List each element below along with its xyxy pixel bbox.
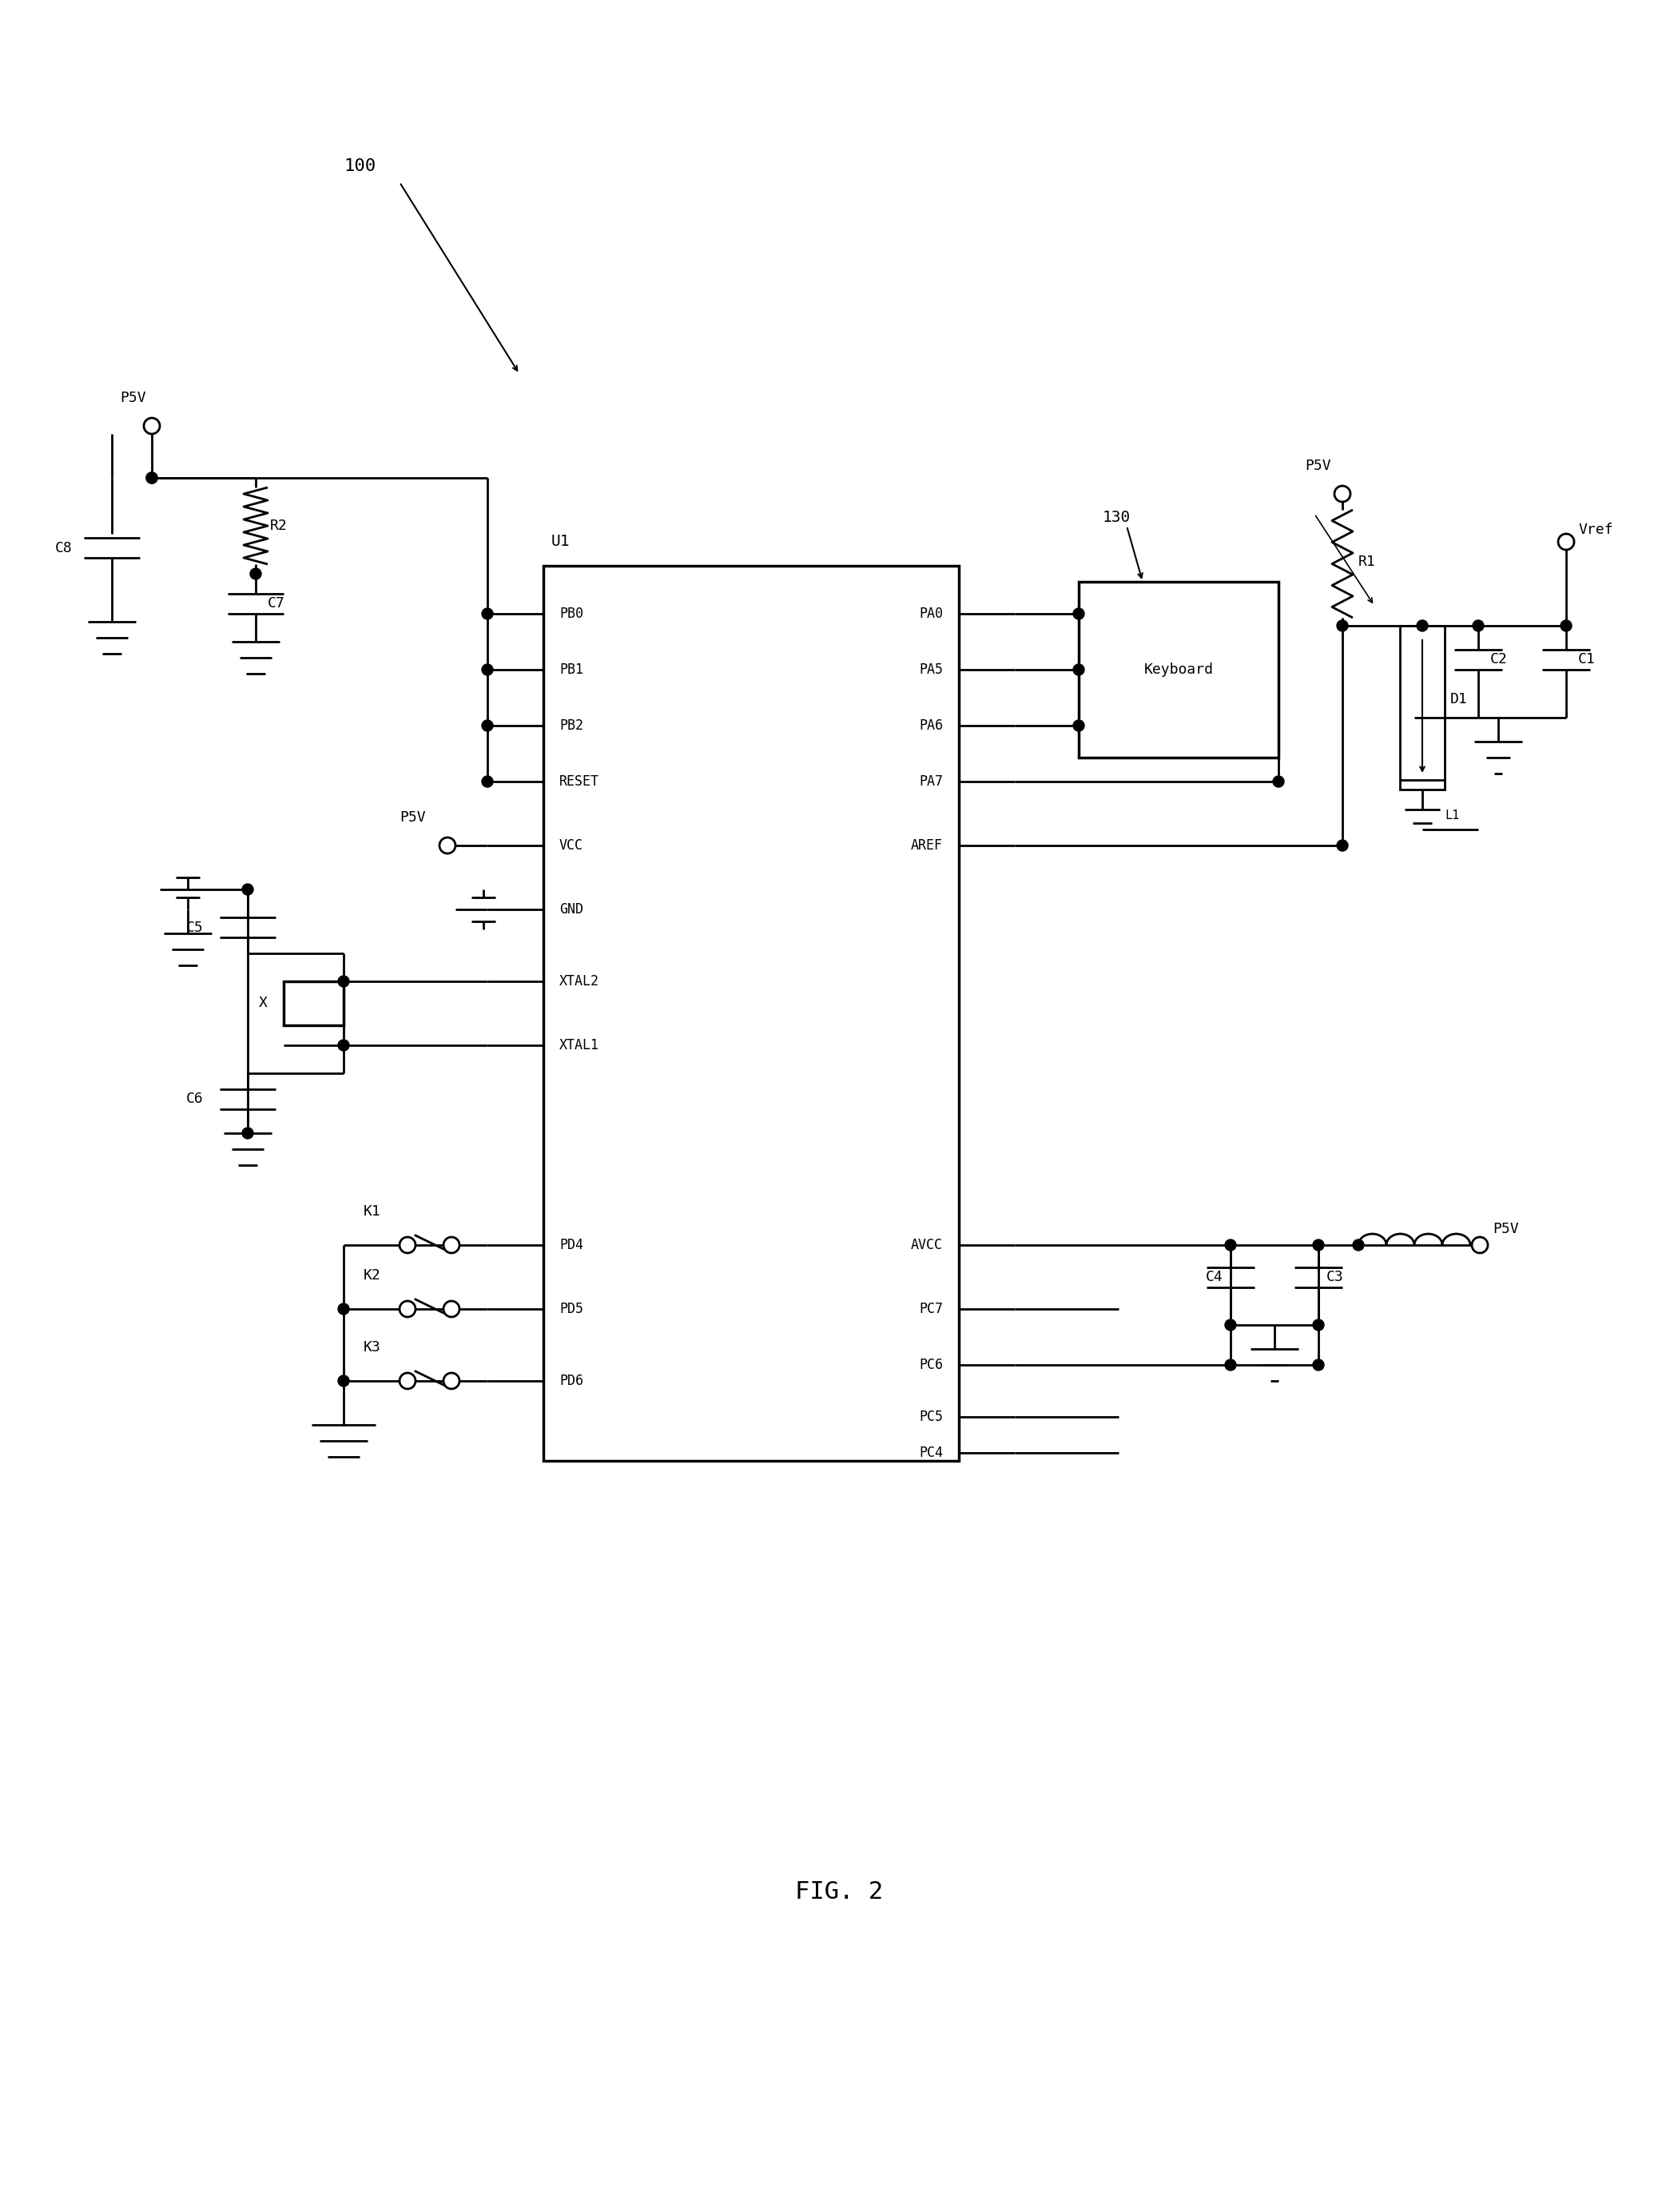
Circle shape bbox=[1312, 1360, 1324, 1371]
Circle shape bbox=[1561, 619, 1572, 630]
Circle shape bbox=[337, 1040, 349, 1051]
Text: FIG. 2: FIG. 2 bbox=[795, 1880, 883, 1905]
Text: C5: C5 bbox=[186, 920, 203, 936]
Circle shape bbox=[146, 473, 158, 484]
Text: PD5: PD5 bbox=[559, 1303, 584, 1316]
Bar bbox=[544, 566, 958, 1460]
Circle shape bbox=[1074, 608, 1084, 619]
Text: P5V: P5V bbox=[1305, 458, 1331, 473]
Text: GND: GND bbox=[559, 902, 584, 916]
Circle shape bbox=[443, 1374, 460, 1389]
Text: C8: C8 bbox=[54, 542, 72, 555]
Text: AREF: AREF bbox=[911, 838, 943, 852]
Text: R2: R2 bbox=[270, 518, 287, 533]
Text: AVCC: AVCC bbox=[911, 1239, 943, 1252]
Text: U1: U1 bbox=[552, 535, 571, 549]
Text: 100: 100 bbox=[344, 159, 376, 175]
Text: P5V: P5V bbox=[119, 392, 146, 405]
Circle shape bbox=[1334, 487, 1351, 502]
Circle shape bbox=[1225, 1318, 1237, 1332]
Text: C3: C3 bbox=[1326, 1270, 1344, 1285]
Text: PB1: PB1 bbox=[559, 661, 584, 677]
Circle shape bbox=[1312, 1239, 1324, 1250]
Text: P5V: P5V bbox=[1493, 1221, 1519, 1237]
Circle shape bbox=[250, 568, 262, 580]
Circle shape bbox=[337, 1303, 349, 1314]
Circle shape bbox=[1472, 1237, 1488, 1252]
Circle shape bbox=[1559, 533, 1574, 551]
Text: PD6: PD6 bbox=[559, 1374, 584, 1389]
Circle shape bbox=[337, 1376, 349, 1387]
Text: PC4: PC4 bbox=[920, 1447, 943, 1460]
Text: K1: K1 bbox=[364, 1203, 381, 1219]
Circle shape bbox=[482, 608, 493, 619]
Text: PC7: PC7 bbox=[920, 1303, 943, 1316]
Text: Keyboard: Keyboard bbox=[1144, 661, 1213, 677]
Circle shape bbox=[1473, 619, 1483, 630]
Text: C6: C6 bbox=[186, 1091, 203, 1106]
Text: 130: 130 bbox=[1102, 511, 1131, 526]
Text: PC5: PC5 bbox=[920, 1409, 943, 1425]
Text: Vref: Vref bbox=[1577, 522, 1613, 538]
Circle shape bbox=[144, 418, 159, 434]
Text: PB0: PB0 bbox=[559, 606, 584, 622]
Text: PA5: PA5 bbox=[920, 661, 943, 677]
Circle shape bbox=[399, 1237, 416, 1252]
Text: P5V: P5V bbox=[399, 810, 426, 825]
Circle shape bbox=[1225, 1360, 1237, 1371]
Text: RESET: RESET bbox=[559, 774, 599, 790]
Circle shape bbox=[242, 1128, 253, 1139]
Text: PA6: PA6 bbox=[920, 719, 943, 732]
Circle shape bbox=[1225, 1239, 1237, 1250]
Circle shape bbox=[337, 975, 349, 987]
Circle shape bbox=[443, 1301, 460, 1316]
Bar bbox=[1399, 626, 1445, 790]
Circle shape bbox=[1352, 1239, 1364, 1250]
Circle shape bbox=[146, 473, 158, 484]
Text: XTAL1: XTAL1 bbox=[559, 1037, 599, 1053]
Circle shape bbox=[1337, 619, 1347, 630]
Circle shape bbox=[1416, 619, 1428, 630]
Circle shape bbox=[482, 721, 493, 732]
Text: PA0: PA0 bbox=[920, 606, 943, 622]
Text: K2: K2 bbox=[364, 1267, 381, 1283]
Circle shape bbox=[482, 664, 493, 675]
Text: PB2: PB2 bbox=[559, 719, 584, 732]
Circle shape bbox=[399, 1301, 416, 1316]
Text: C1: C1 bbox=[1577, 653, 1596, 666]
Text: C7: C7 bbox=[268, 597, 285, 611]
Bar bbox=[1079, 582, 1279, 757]
Circle shape bbox=[443, 1237, 460, 1252]
Text: C2: C2 bbox=[1490, 653, 1507, 666]
Circle shape bbox=[1312, 1318, 1324, 1332]
Circle shape bbox=[1274, 776, 1284, 787]
Text: VCC: VCC bbox=[559, 838, 584, 852]
Circle shape bbox=[399, 1374, 416, 1389]
Circle shape bbox=[440, 838, 455, 854]
Text: L1: L1 bbox=[1445, 810, 1460, 823]
Text: XTAL2: XTAL2 bbox=[559, 973, 599, 989]
Text: X: X bbox=[258, 995, 268, 1011]
Circle shape bbox=[1074, 721, 1084, 732]
Text: PA7: PA7 bbox=[920, 774, 943, 790]
Circle shape bbox=[242, 885, 253, 896]
Bar bbox=[284, 982, 344, 1026]
Text: PD4: PD4 bbox=[559, 1239, 584, 1252]
Text: K3: K3 bbox=[364, 1340, 381, 1354]
Circle shape bbox=[1337, 841, 1347, 852]
Circle shape bbox=[1074, 664, 1084, 675]
Text: C4: C4 bbox=[1205, 1270, 1223, 1285]
Circle shape bbox=[482, 776, 493, 787]
Text: PC6: PC6 bbox=[920, 1358, 943, 1371]
Text: R1: R1 bbox=[1359, 555, 1376, 568]
Text: D1: D1 bbox=[1450, 692, 1468, 708]
